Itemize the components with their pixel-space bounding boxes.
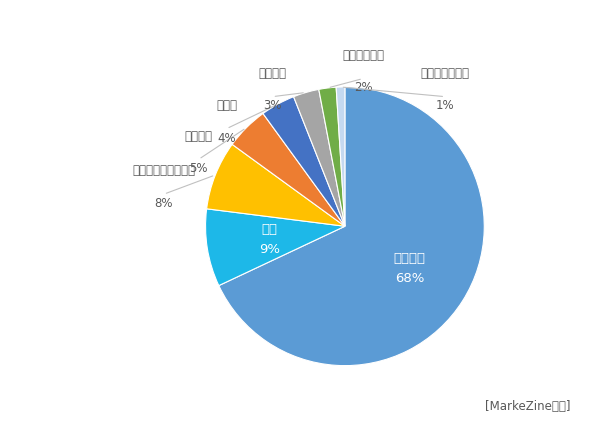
Text: ベンダー: ベンダー — [259, 67, 286, 80]
Wedge shape — [319, 87, 345, 226]
Text: 起業: 起業 — [261, 224, 277, 236]
Text: 68%: 68% — [395, 272, 424, 285]
Wedge shape — [263, 97, 345, 226]
Wedge shape — [219, 87, 484, 366]
Wedge shape — [293, 89, 345, 226]
Text: 1%: 1% — [436, 99, 455, 113]
Text: 3%: 3% — [263, 99, 281, 113]
Text: 広告会社: 広告会社 — [185, 130, 212, 143]
Text: その他: その他 — [216, 99, 237, 112]
Text: パブリッシャー: パブリッシャー — [421, 67, 470, 80]
Text: 8%: 8% — [154, 197, 173, 210]
Text: 事業会社: 事業会社 — [394, 252, 425, 265]
Wedge shape — [206, 144, 345, 226]
Text: フリーランス: フリーランス — [342, 49, 384, 62]
Wedge shape — [232, 114, 345, 226]
Wedge shape — [336, 87, 345, 226]
Wedge shape — [206, 209, 345, 286]
Text: 5%: 5% — [190, 162, 208, 175]
Text: 4%: 4% — [217, 132, 236, 144]
Text: 2%: 2% — [354, 81, 373, 94]
Text: プラットフォーマー: プラットフォーマー — [132, 165, 195, 178]
Text: [MarkeZine調べ]: [MarkeZine調べ] — [485, 400, 570, 413]
Text: 9%: 9% — [259, 243, 280, 256]
